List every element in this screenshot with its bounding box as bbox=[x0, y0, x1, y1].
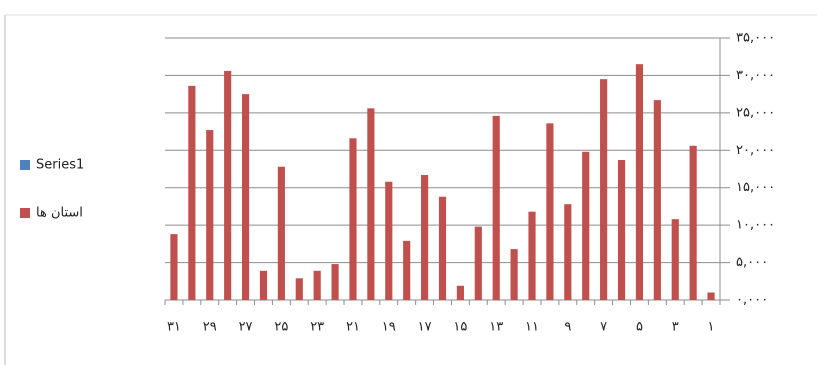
bar bbox=[277, 166, 285, 300]
bar bbox=[510, 249, 518, 300]
bar bbox=[474, 226, 482, 300]
y-tick-label: ١۵,٠٠٠ bbox=[736, 180, 775, 195]
x-tick-label: ۲۷ bbox=[239, 320, 253, 335]
legend-label: Series1 bbox=[36, 158, 84, 173]
bar bbox=[492, 115, 500, 300]
bar bbox=[224, 70, 232, 301]
x-tick-label: ۷ bbox=[600, 320, 607, 335]
bar bbox=[456, 285, 464, 300]
bar bbox=[295, 278, 303, 300]
bar bbox=[582, 151, 590, 300]
x-tick-label: ۱ bbox=[708, 320, 715, 335]
bar bbox=[421, 174, 429, 300]
x-tick-label: ۲۹ bbox=[203, 320, 217, 335]
y-tick-label: ٣۵,٠٠٠ bbox=[736, 31, 775, 46]
x-tick-label: ۳ bbox=[672, 320, 679, 335]
x-tick-label: ۹ bbox=[564, 320, 571, 335]
bar bbox=[689, 145, 697, 300]
bar bbox=[600, 79, 608, 301]
bar bbox=[564, 204, 572, 300]
bar bbox=[241, 94, 250, 301]
bar bbox=[206, 130, 214, 300]
y-tick-label: ۵,٠٠٠ bbox=[736, 255, 768, 270]
y-tick-label: ١٠,٠٠٠ bbox=[736, 218, 775, 233]
bar bbox=[367, 108, 375, 300]
bar bbox=[635, 64, 644, 300]
y-tick-label: ٠,٠٠٠ bbox=[736, 293, 768, 308]
bar bbox=[403, 240, 411, 300]
bar bbox=[331, 264, 339, 300]
bar bbox=[528, 211, 536, 300]
bar bbox=[671, 219, 679, 300]
x-tick-label: ۲۳ bbox=[310, 320, 324, 335]
bar bbox=[617, 160, 626, 300]
x-tick-label: ۱۵ bbox=[453, 320, 467, 335]
x-tick-label: ۱۷ bbox=[418, 320, 432, 335]
x-tick-label: ۲۱ bbox=[346, 320, 360, 335]
x-tick-label: ۱۳ bbox=[489, 320, 503, 335]
bar bbox=[385, 181, 393, 300]
x-tick-label: ۲۵ bbox=[274, 320, 288, 335]
x-tick-label: ۱۹ bbox=[382, 320, 396, 335]
y-tick-label: ٢٠,٠٠٠ bbox=[736, 143, 775, 158]
bar bbox=[188, 85, 196, 300]
bar bbox=[170, 234, 178, 300]
bar bbox=[653, 100, 661, 300]
legend-label: استان ها bbox=[36, 206, 83, 221]
legend-swatch bbox=[20, 160, 30, 170]
bar bbox=[313, 270, 321, 300]
bar bbox=[707, 292, 715, 300]
x-tick-label: ۵ bbox=[636, 320, 643, 335]
x-tick-label: ۱۱ bbox=[525, 320, 539, 335]
bar bbox=[438, 196, 447, 300]
bar bbox=[349, 138, 357, 300]
legend-swatch bbox=[20, 208, 30, 218]
y-tick-label: ٣٠,٠٠٠ bbox=[736, 68, 775, 83]
bar bbox=[546, 123, 554, 300]
x-tick-label: ۳۱ bbox=[167, 320, 181, 335]
y-tick-label: ٢۵,٠٠٠ bbox=[736, 105, 775, 120]
bar bbox=[259, 270, 268, 300]
